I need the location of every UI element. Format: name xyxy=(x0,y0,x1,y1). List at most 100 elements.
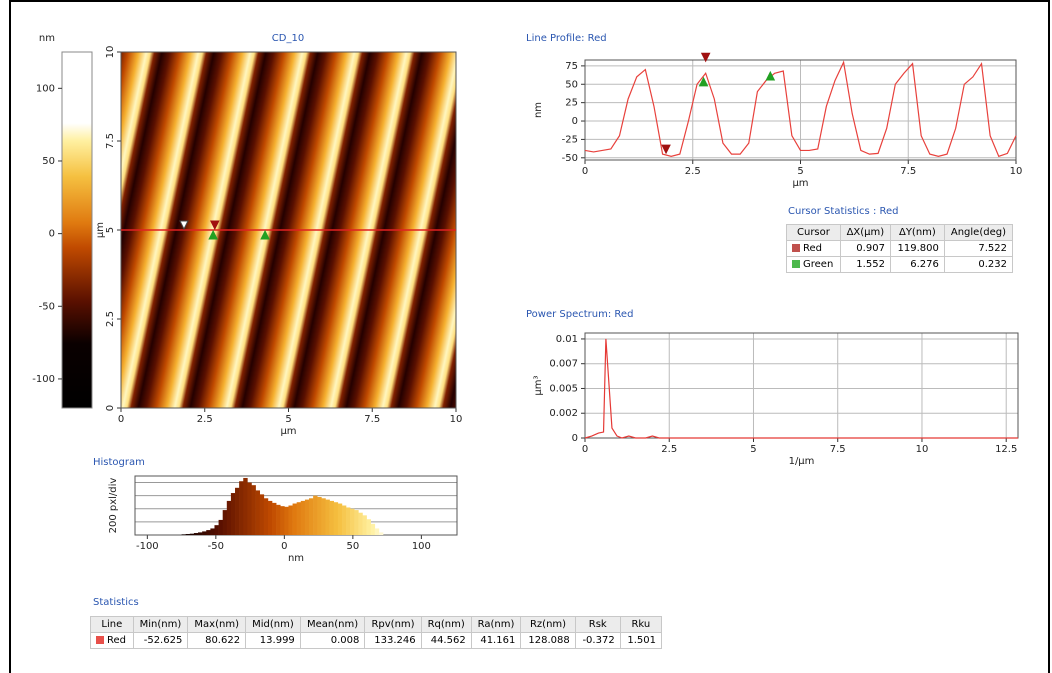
y-tick-label: 0 xyxy=(49,229,55,240)
x-tick-label: 7.5 xyxy=(830,444,846,455)
x-tick-label: 0 xyxy=(582,444,588,455)
y-tick-label: -25 xyxy=(562,134,578,145)
header-cell: Min(nm) xyxy=(132,616,189,633)
table-title: Cursor Statistics : Red xyxy=(788,206,899,217)
plot-frame xyxy=(584,59,1017,161)
y-tick-label: 50 xyxy=(565,79,578,90)
histogram-bar xyxy=(276,504,281,535)
x-tick-label: 0 xyxy=(281,541,287,552)
histogram-bar xyxy=(206,530,211,535)
y-tick-label: -100 xyxy=(32,374,55,385)
x-tick-label: 12.5 xyxy=(995,444,1017,455)
header-cell: Angle(deg) xyxy=(943,224,1014,241)
x-axis-label: nm xyxy=(288,553,304,564)
y-tick-label: 50 xyxy=(42,156,55,167)
histogram-bar xyxy=(370,523,376,535)
cell: 0.008 xyxy=(299,632,366,649)
y-tick-label: -50 xyxy=(562,153,578,164)
y-tick-label: 0.002 xyxy=(549,408,578,419)
colorbar xyxy=(61,51,93,409)
histogram-bar xyxy=(198,532,203,535)
row-name: Red xyxy=(107,635,126,646)
x-axis-label: µm xyxy=(280,426,296,437)
x-tick-label: 5 xyxy=(797,166,803,177)
histogram-bar xyxy=(296,502,302,535)
y-tick-label: 0 xyxy=(572,433,578,444)
header-cell: Rz(nm) xyxy=(520,616,576,633)
cell: 80.622 xyxy=(187,632,247,649)
x-tick-label: 100 xyxy=(412,541,431,552)
histogram-bar xyxy=(304,499,310,535)
header-cell: Ra(nm) xyxy=(470,616,522,633)
cell: 128.088 xyxy=(520,632,576,649)
header-row: Line Min(nm) Max(nm) Mid(nm) Mean(nm) Rpv(nm)… xyxy=(90,616,663,633)
row: Green 1.552 6.276 0.232 xyxy=(786,256,1014,273)
histogram-bar xyxy=(222,510,228,535)
y-tick-label: 10 xyxy=(105,46,116,59)
y-tick-label: 0.007 xyxy=(549,359,578,370)
header-cell: Cursor xyxy=(786,224,841,241)
table-title: Statistics xyxy=(93,597,139,608)
y-tick-label: 7.5 xyxy=(105,133,116,149)
histogram-bar xyxy=(309,498,314,535)
y-tick-label: 25 xyxy=(565,98,578,109)
x-tick-label: 2.5 xyxy=(197,414,213,425)
histogram-bar xyxy=(325,499,330,535)
y-tick-label: 0 xyxy=(572,116,578,127)
histogram-bar xyxy=(210,528,215,535)
histogram-bar xyxy=(354,510,359,535)
histogram-bar xyxy=(317,496,322,535)
histogram-bar xyxy=(259,494,265,535)
cell: 133.246 xyxy=(364,632,422,649)
row: Red 0.907 119.800 7.522 xyxy=(786,240,1014,257)
header-cell: Rku xyxy=(619,616,663,633)
swatch xyxy=(792,244,800,252)
header-cell: Mid(nm) xyxy=(245,616,301,633)
x-tick-label: 10 xyxy=(1010,166,1023,177)
table: Cursor ΔX(µm) ΔY(nm) Angle(deg) Red 0.907 119.… xyxy=(786,224,1014,273)
y-tick-label: 100 xyxy=(36,83,55,94)
cell: 7.522 xyxy=(943,240,1014,257)
histogram-bar xyxy=(350,508,355,535)
histogram-bar xyxy=(378,532,384,535)
x-tick-label: -50 xyxy=(208,541,224,552)
histogram-bar xyxy=(251,485,256,535)
cursor-marker xyxy=(661,144,671,155)
histogram-bar xyxy=(362,515,367,535)
histogram-bar xyxy=(321,498,326,535)
cursor-marker xyxy=(209,220,220,231)
x-tick-label: 7.5 xyxy=(364,414,380,425)
histogram-bar xyxy=(346,507,351,535)
row-name: Red xyxy=(803,243,822,254)
header-cell: Line xyxy=(90,616,134,633)
histogram-bar xyxy=(193,533,199,535)
name-cell: Green xyxy=(786,256,841,273)
x-axis-label: 1/µm xyxy=(789,456,815,467)
x-tick-label: 7.5 xyxy=(900,166,916,177)
cell: 1.552 xyxy=(839,256,891,273)
y-tick-label: 0.01 xyxy=(556,334,578,345)
chart-title: Histogram xyxy=(93,457,145,468)
name-cell: Red xyxy=(90,632,134,649)
histogram-bar xyxy=(333,502,339,535)
y-tick-label: 5 xyxy=(105,227,116,233)
header-row: Cursor ΔX(µm) ΔY(nm) Angle(deg) xyxy=(786,224,1014,241)
x-tick-label: 50 xyxy=(346,541,359,552)
cell: 13.999 xyxy=(245,632,301,649)
y-axis-label: 200 pxl/div xyxy=(108,478,119,534)
x-tick-label: 5 xyxy=(285,414,291,425)
histogram-bar xyxy=(288,505,293,535)
x-tick-label: 10 xyxy=(450,414,463,425)
table: Line Min(nm) Max(nm) Mid(nm) Mean(nm) Rpv(nm)… xyxy=(90,616,663,649)
histogram-bar xyxy=(358,512,363,535)
cell: 44.562 xyxy=(420,632,472,649)
histogram-bar xyxy=(181,534,186,535)
swatch xyxy=(792,260,800,268)
histogram-bar xyxy=(255,490,260,535)
cursor-marker xyxy=(208,229,218,240)
y-tick-label: -50 xyxy=(39,301,55,312)
header-cell: ΔY(nm) xyxy=(889,224,945,241)
x-tick-label: 0 xyxy=(582,166,588,177)
histogram-bar xyxy=(366,519,371,535)
